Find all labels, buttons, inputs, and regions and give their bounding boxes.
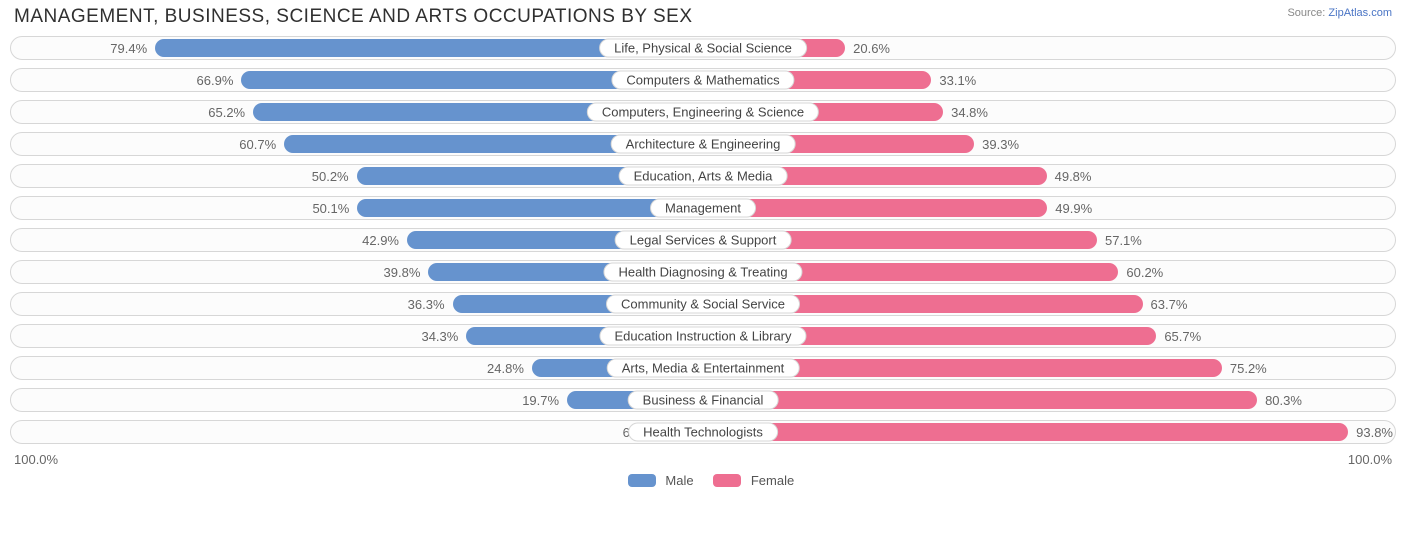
category-label: Arts, Media & Entertainment (607, 359, 800, 378)
male-half: 42.9% (13, 231, 703, 249)
chart-row: 50.1% 49.9% Management (10, 196, 1396, 220)
chart-row: 39.8% 60.2% Health Diagnosing & Treating (10, 260, 1396, 284)
chart-row: 65.2% 34.8% Computers, Engineering & Scien… (10, 100, 1396, 124)
category-label: Legal Services & Support (615, 231, 792, 250)
legend: Male Female (10, 473, 1396, 488)
category-label: Architecture & Engineering (611, 135, 796, 154)
category-label: Computers, Engineering & Science (587, 103, 819, 122)
female-pct: 63.7% (1151, 297, 1188, 312)
female-pct: 34.8% (951, 105, 988, 120)
female-half: 57.1% (703, 231, 1393, 249)
source-name: ZipAtlas.com (1328, 7, 1392, 19)
female-pct: 65.7% (1164, 329, 1201, 344)
male-half: 19.7% (13, 391, 703, 409)
male-half: 24.8% (13, 359, 703, 377)
female-pct: 75.2% (1230, 361, 1267, 376)
category-label: Education, Arts & Media (619, 167, 788, 186)
chart-row: 50.2% 49.8% Education, Arts & Media (10, 164, 1396, 188)
source-label: Source: (1287, 7, 1325, 19)
category-label: Computers & Mathematics (611, 71, 794, 90)
female-pct: 80.3% (1265, 393, 1302, 408)
female-half: 63.7% (703, 295, 1393, 313)
category-label: Community & Social Service (606, 295, 800, 314)
male-pct: 19.7% (522, 393, 559, 408)
female-half: 75.2% (703, 359, 1393, 377)
chart-row: 19.7% 80.3% Business & Financial (10, 388, 1396, 412)
chart-row: 24.8% 75.2% Arts, Media & Entertainment (10, 356, 1396, 380)
category-label: Life, Physical & Social Science (599, 39, 807, 58)
female-swatch-icon (713, 474, 741, 487)
chart-row: 42.9% 57.1% Legal Services & Support (10, 228, 1396, 252)
female-pct: 20.6% (853, 41, 890, 56)
female-half: 33.1% (703, 71, 1393, 89)
male-half: 50.1% (13, 199, 703, 217)
axis-left-label: 100.0% (14, 452, 58, 467)
chart-title: MANAGEMENT, BUSINESS, SCIENCE AND ARTS O… (14, 6, 693, 28)
male-half: 60.7% (13, 135, 703, 153)
axis-right-label: 100.0% (1348, 452, 1392, 467)
female-pct: 49.9% (1055, 201, 1092, 216)
female-bar (703, 423, 1348, 441)
male-pct: 42.9% (362, 233, 399, 248)
female-half: 39.3% (703, 135, 1393, 153)
chart-row: 79.4% 20.6% Life, Physical & Social Scienc… (10, 36, 1396, 60)
female-half: 49.8% (703, 167, 1393, 185)
male-pct: 50.1% (312, 201, 349, 216)
category-label: Education Instruction & Library (599, 327, 806, 346)
legend-female-label: Female (751, 473, 794, 488)
chart-row: 34.3% 65.7% Education Instruction & Librar… (10, 324, 1396, 348)
female-half: 65.7% (703, 327, 1393, 345)
male-half: 6.2% (13, 423, 703, 441)
chart-row: 36.3% 63.7% Community & Social Service (10, 292, 1396, 316)
male-pct: 34.3% (421, 329, 458, 344)
male-pct: 79.4% (110, 41, 147, 56)
category-label: Management (650, 199, 756, 218)
female-pct: 33.1% (939, 73, 976, 88)
category-label: Business & Financial (628, 391, 779, 410)
male-pct: 36.3% (408, 297, 445, 312)
male-pct: 39.8% (384, 265, 421, 280)
female-pct: 93.8% (1356, 425, 1393, 440)
chart-row: 6.2% 93.8% Health Technologists (10, 420, 1396, 444)
male-half: 66.9% (13, 71, 703, 89)
female-pct: 57.1% (1105, 233, 1142, 248)
category-label: Health Technologists (628, 423, 778, 442)
chart-header: MANAGEMENT, BUSINESS, SCIENCE AND ARTS O… (10, 6, 1396, 34)
male-pct: 65.2% (208, 105, 245, 120)
chart-row: 66.9% 33.1% Computers & Mathematics (10, 68, 1396, 92)
male-pct: 60.7% (239, 137, 276, 152)
male-half: 39.8% (13, 263, 703, 281)
male-pct: 24.8% (487, 361, 524, 376)
female-half: 49.9% (703, 199, 1393, 217)
female-bar (703, 391, 1257, 409)
female-pct: 60.2% (1126, 265, 1163, 280)
category-label: Health Diagnosing & Treating (603, 263, 802, 282)
chart-source: Source: ZipAtlas.com (1287, 6, 1392, 20)
female-pct: 49.8% (1055, 169, 1092, 184)
x-axis: 100.0% 100.0% (10, 452, 1396, 467)
female-half: 60.2% (703, 263, 1393, 281)
diverging-bar-chart: 79.4% 20.6% Life, Physical & Social Scienc… (10, 34, 1396, 444)
male-pct: 50.2% (312, 169, 349, 184)
female-half: 80.3% (703, 391, 1393, 409)
male-pct: 66.9% (197, 73, 234, 88)
male-swatch-icon (628, 474, 656, 487)
female-pct: 39.3% (982, 137, 1019, 152)
male-half: 50.2% (13, 167, 703, 185)
chart-row: 60.7% 39.3% Architecture & Engineering (10, 132, 1396, 156)
female-half: 93.8% (703, 423, 1393, 441)
legend-male-label: Male (665, 473, 693, 488)
male-half: 36.3% (13, 295, 703, 313)
